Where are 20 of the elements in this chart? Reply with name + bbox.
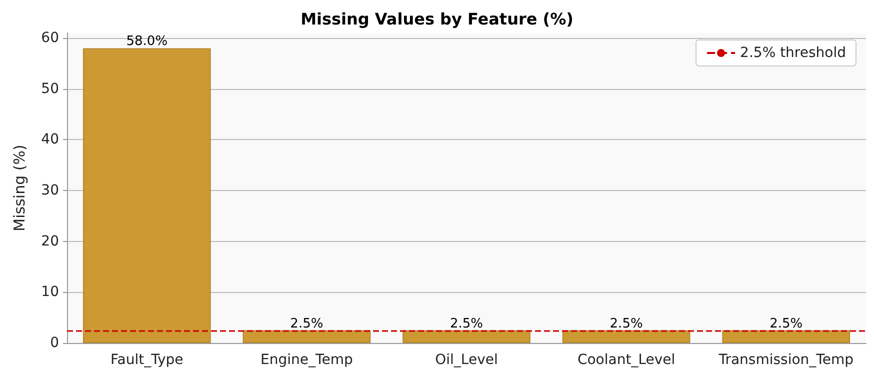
y-axis-title: Missing (%) xyxy=(10,144,28,232)
y-tick-label: 50 xyxy=(41,80,59,97)
x-tick-label: Fault_Type xyxy=(110,352,184,368)
y-tick-label: 0 xyxy=(50,335,59,351)
x-tick-label: Oil_Level xyxy=(435,352,498,368)
y-tick-label: 10 xyxy=(41,284,59,300)
x-tick-label: Coolant_Level xyxy=(577,352,676,368)
data-label: 58.0% xyxy=(126,34,168,50)
y-tick-label: 60 xyxy=(41,30,59,46)
y-tick-label: 30 xyxy=(41,182,59,199)
x-tick-label: Transmission_Temp xyxy=(718,352,854,368)
data-label: 2.5% xyxy=(770,316,803,332)
data-label: 2.5% xyxy=(290,316,324,332)
y-tick-label: 40 xyxy=(41,132,59,148)
legend-label: 2.5% threshold xyxy=(740,45,846,61)
data-label: 2.5% xyxy=(450,316,484,332)
x-tick-label: Engine_Temp xyxy=(260,352,353,368)
chart-title: Missing Values by Feature (%) xyxy=(300,10,574,28)
data-label: 2.5% xyxy=(610,316,643,332)
y-tick-label: 20 xyxy=(41,233,59,250)
